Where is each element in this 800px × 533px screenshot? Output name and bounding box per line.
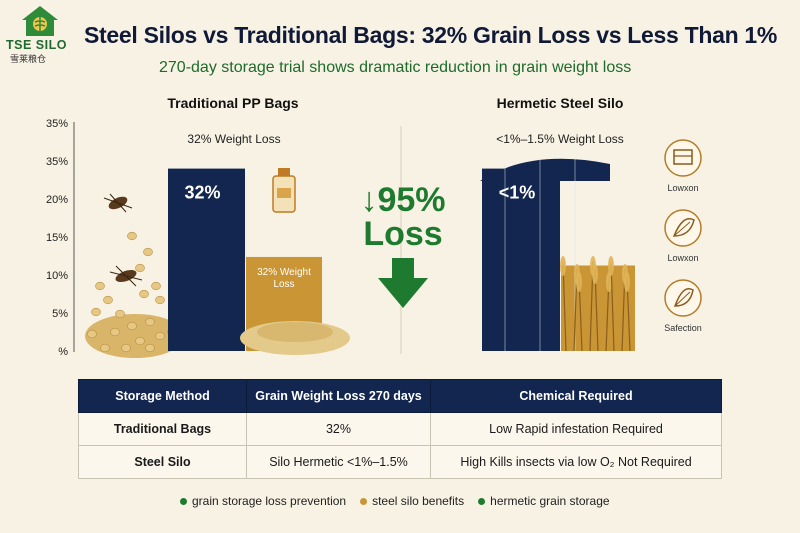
brand-subname: 雪莱粮仓 [10, 54, 47, 64]
y-tick-label: 10% [46, 270, 68, 282]
comparison-table: Storage Method Grain Weight Loss 270 day… [78, 379, 722, 479]
y-tick-label: 35% [46, 156, 68, 168]
legend-label: steel silo benefits [372, 494, 465, 508]
leaf-icon [664, 279, 702, 317]
table-cell: High Kills insects via low O₂ Not Requir… [430, 445, 722, 479]
panel-caption-bags: 32% Weight Loss [187, 132, 280, 146]
insect-icon [103, 193, 133, 213]
table-cell: 32% [246, 412, 431, 446]
bar [482, 168, 560, 351]
legend-item: grain storage loss prevention [180, 494, 346, 508]
bar-value-label: <1% [499, 183, 536, 203]
page-title: Steel Silos vs Traditional Bags: 32% Gra… [84, 22, 778, 48]
chart-svg: Traditional PP Bags Hermetic Steel Silo … [46, 95, 702, 358]
leaf-icon [664, 209, 702, 247]
y-tick-label: % [58, 346, 68, 358]
table-row: Steel Silo Silo Hermetic <1%–1.5% High K… [78, 445, 722, 479]
panel-title-silo: Hermetic Steel Silo [497, 95, 624, 111]
legend-dot-icon [360, 498, 368, 506]
panel-title-bags: Traditional PP Bags [167, 95, 298, 111]
table-header-cell: Storage Method [78, 379, 247, 413]
legend-dot-icon [478, 498, 486, 506]
bar-value-label: Loss [273, 279, 294, 290]
table-row: Traditional Bags 32% Low Rapid infestati… [78, 412, 722, 446]
table-cell: Silo Hermetic <1%–1.5% [246, 445, 431, 479]
y-tick-group: % 5% 10% 15% 20% 35% 35% [46, 118, 68, 358]
comparison-chart: Traditional PP Bags Hermetic Steel Silo … [0, 86, 800, 376]
panel-caption-silo: <1%–1.5% Weight Loss [496, 132, 624, 146]
legend-item: steel silo benefits [360, 494, 464, 508]
insect-icon [109, 265, 143, 287]
table-cell: Low Rapid infestation Required [430, 412, 722, 446]
page-subtitle: 270-day storage trial shows dramatic red… [159, 59, 632, 76]
legend-dot-icon [180, 498, 187, 506]
legend: grain storage loss prevention steel silo… [180, 494, 610, 508]
side-icon-label: Lowxon [667, 253, 699, 263]
bar-value-label: 32% Weight [257, 267, 311, 278]
legend-label: hermetic grain storage [490, 494, 610, 508]
y-tick-label: 35% [46, 118, 68, 130]
reduction-callout-label: Loss [363, 215, 442, 253]
table-header-cell: Chemical Required [430, 379, 722, 413]
wheat-illustration [560, 256, 631, 352]
side-icon-label: Lowxon [667, 183, 699, 193]
brand-logo: TSE SILO 雪莱粮仓 [6, 4, 74, 64]
silo-logo-icon [22, 6, 58, 36]
table-header-row: Storage Method Grain Weight Loss 270 day… [78, 379, 722, 413]
bar-value-label: 32% [184, 183, 220, 203]
table-cell: Traditional Bags [78, 412, 247, 446]
y-tick-label: 20% [46, 194, 68, 206]
grain-heap-illustration [240, 321, 350, 355]
brand-name: TSE SILO [6, 38, 67, 52]
box-icon [664, 139, 702, 177]
y-tick-label: 5% [52, 308, 68, 320]
table-cell: Steel Silo [78, 445, 247, 479]
table-header-cell: Grain Weight Loss 270 days [246, 379, 431, 413]
grain-pile-illustration [85, 231, 185, 358]
side-icon-label: Safection [664, 323, 702, 333]
reduction-callout-value: ↓95% [360, 181, 445, 219]
legend-label: grain storage loss prevention [192, 494, 347, 508]
bar [168, 168, 245, 351]
y-tick-label: 15% [46, 232, 68, 244]
down-arrow-icon [378, 258, 428, 308]
legend-item: hermetic grain storage [478, 494, 610, 508]
bottle-icon [272, 168, 296, 213]
